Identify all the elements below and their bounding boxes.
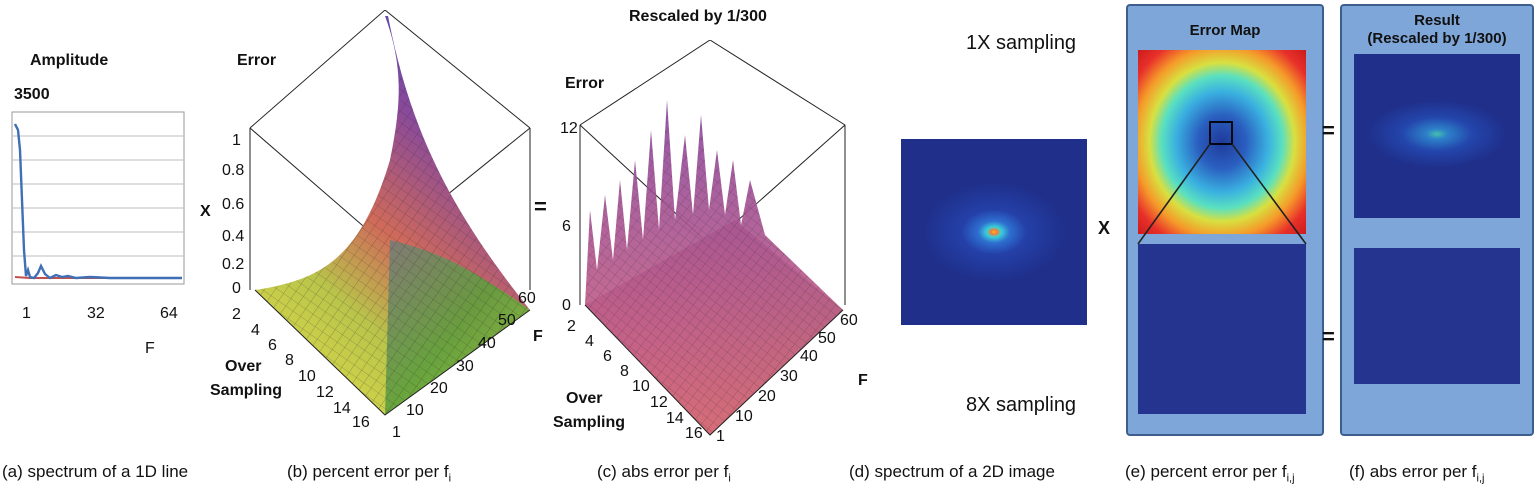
abs-error-surface-3d [579, 40, 846, 436]
c-zlabel: Error [565, 75, 605, 92]
caption-b: (b) percent error per fi [287, 462, 452, 485]
b-f-tick: 20 [430, 380, 448, 397]
b-f-tick: 60 [518, 290, 536, 307]
c-os-tick: 10 [632, 378, 650, 395]
b-f-tick: 30 [456, 358, 474, 375]
b-os-tick: 16 [352, 414, 370, 431]
b-os-tick: 4 [251, 322, 260, 339]
caption-d: (d) spectrum of a 2D image [849, 462, 1055, 481]
b-os-tick: 14 [333, 400, 351, 417]
spectrum-line-blue [13, 123, 182, 280]
amp-xtick-1: 1 [22, 305, 31, 322]
b-x-label: X [200, 203, 211, 220]
d-8x-label: 8X sampling [966, 394, 1077, 416]
c-ztick-12: 12 [560, 120, 578, 137]
c-os-tick: 8 [620, 363, 629, 380]
equals-sign: = [534, 194, 547, 219]
b-os-label-2: Sampling [210, 382, 283, 399]
c-f-label: F [858, 372, 868, 389]
c-os-tick: 12 [650, 394, 668, 411]
amplitude-title: Amplitude [30, 52, 109, 69]
caption-a: (a) spectrum of a 1D line [2, 462, 189, 481]
c-f-tick: 30 [780, 368, 798, 385]
b-os-tick: 12 [316, 384, 334, 401]
b-f-tick: 40 [478, 335, 496, 352]
b-f-tick: 10 [406, 402, 424, 419]
c-f-tick: 1 [716, 428, 725, 445]
c-f-tick: 40 [800, 348, 818, 365]
c-f-tick: 60 [840, 312, 858, 329]
error-surface-3d [249, 10, 531, 416]
c-os-tick: 14 [666, 410, 684, 427]
c-os-tick: 16 [685, 425, 703, 442]
equals-sign-top: = [1322, 118, 1335, 143]
b-os-tick: 8 [285, 352, 294, 369]
c-os-label-1: Over [566, 390, 603, 407]
caption-c: (c) abs error per fi [597, 462, 731, 485]
panel-f: Result (Rescaled by 1/300) [1340, 4, 1534, 436]
c-f-tick: 20 [758, 388, 776, 405]
c-f-tick: 10 [735, 408, 753, 425]
e-title: Error Map [1189, 22, 1261, 39]
b-os-tick: 2 [232, 306, 241, 323]
panel-e: Error Map [1126, 4, 1324, 436]
b-os-label-1: Over [225, 358, 262, 375]
spectrum-2d-image [901, 139, 1087, 325]
b-ztick-0.2: 0.2 [222, 256, 245, 273]
b-ztick-0: 0 [232, 280, 241, 297]
d-1x-label: 1X sampling [966, 32, 1077, 54]
c-title: Rescaled by 1/300 [629, 8, 767, 25]
amp-xtick-64: 64 [160, 305, 178, 322]
f-title-2: (Rescaled by 1/300) [1367, 30, 1507, 47]
amp-xlabel: F [145, 340, 155, 357]
equals-sign-bottom: = [1322, 324, 1335, 349]
result-image [1354, 54, 1520, 384]
amplitude-max-label: 3500 [14, 86, 50, 103]
caption-f: (f) abs error per fi,j [1349, 462, 1485, 485]
b-f-tick: 1 [392, 424, 401, 441]
b-ztick-0.6: 0.6 [222, 196, 245, 213]
c-f-tick: 50 [818, 330, 836, 347]
amp-xtick-32: 32 [87, 305, 105, 322]
b-f-label: F [533, 328, 543, 345]
b-ztick-1: 1 [232, 132, 241, 149]
caption-e: (e) percent error per fi,j [1125, 462, 1295, 485]
b-ztick-0.4: 0.4 [222, 228, 245, 245]
c-ztick-0: 0 [562, 297, 571, 314]
error-map-image [1137, 50, 1307, 414]
times-sign: X [1098, 218, 1111, 238]
b-ztick-0.8: 0.8 [222, 162, 245, 179]
c-ztick-6: 6 [562, 218, 571, 235]
b-os-tick: 6 [268, 337, 277, 354]
b-f-tick: 50 [498, 312, 516, 329]
c-os-tick: 2 [567, 318, 576, 335]
c-os-tick: 6 [603, 348, 612, 365]
c-os-label-2: Sampling [553, 414, 626, 431]
b-os-tick: 10 [298, 368, 316, 385]
spectrum-1d-chart [11, 111, 185, 285]
f-title-1: Result [1414, 12, 1460, 29]
c-os-tick: 4 [585, 333, 594, 350]
b-zlabel: Error [237, 52, 277, 69]
